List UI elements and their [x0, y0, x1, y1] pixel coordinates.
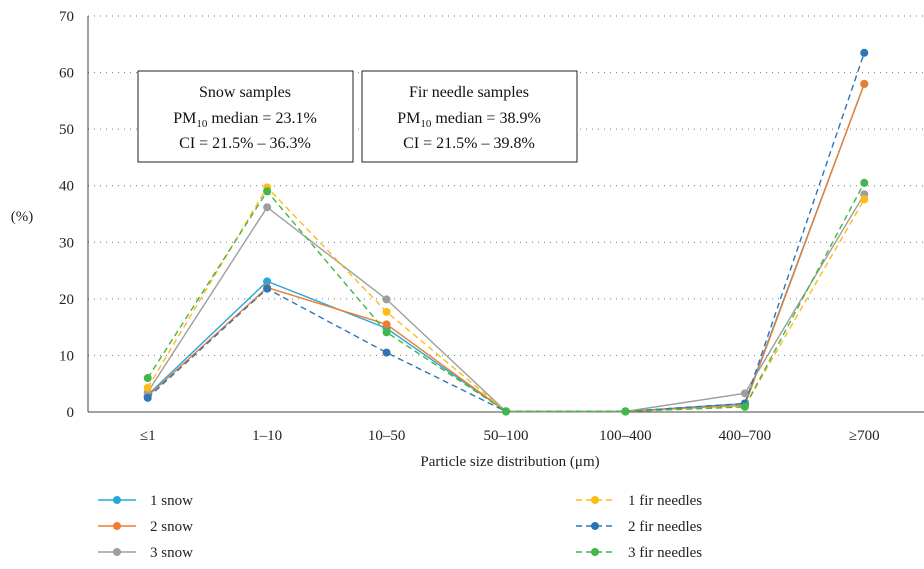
x-tick-label-1: 1–10: [252, 428, 282, 444]
legend: 1 snow 2 snow 3 snow 1 fir needles 2 fir nee…: [98, 493, 702, 561]
legend-item-2-snow: 2 snow: [98, 519, 193, 535]
legend-label-1-fir-needles: 1 fir needles: [628, 493, 702, 509]
legend-item-1-fir-needles: 1 fir needles: [576, 493, 702, 509]
y-tick-label-0: 0: [67, 405, 75, 421]
point-2-fir-needles-0: [143, 393, 152, 402]
legend-swatch-marker-1-fir-needles: [591, 496, 599, 504]
x-tick-label-3: 50–100: [484, 428, 529, 444]
annotation-fir-title: Fir needle samples: [409, 84, 529, 101]
point-2-fir-needles-2: [382, 348, 391, 357]
legend-label-3-snow: 3 snow: [150, 545, 193, 561]
y-tick-label-60: 60: [59, 66, 74, 82]
y-tick-label-20: 20: [59, 292, 74, 308]
point-1-fir-needles-6: [860, 195, 869, 204]
legend-swatch-marker-2-snow: [113, 522, 121, 530]
annotation-box-fir-frame: [361, 70, 578, 163]
y-tick-label-10: 10: [59, 348, 74, 364]
y-axis-label: (%): [11, 209, 34, 225]
legend-label-3-fir-needles: 3 fir needles: [628, 545, 702, 561]
x-tick-labels: ≤1 1–10 10–50 50–100 100–400 400–700 ≥700: [140, 428, 880, 444]
point-3-fir-needles-0: [143, 374, 152, 383]
point-3-snow-2: [382, 295, 391, 304]
y-tick-labels: 0 10 20 30 40 50 60 70: [59, 9, 74, 421]
legend-swatch-marker-3-snow: [113, 548, 121, 556]
series-lines: [143, 48, 869, 416]
point-1-fir-needles-2: [382, 307, 391, 316]
legend-item-3-snow: 3 snow: [98, 545, 193, 561]
annotation-box-fir: Fir needle samples PM10 median = 38.9% C…: [361, 70, 578, 163]
x-tick-label-5: 400–700: [719, 428, 772, 444]
point-3-snow-1: [263, 203, 272, 212]
series-line-3-fir-needles: [147, 182, 865, 413]
legend-label-1-snow: 1 snow: [150, 493, 193, 509]
annotation-box-snow-frame: [137, 70, 354, 163]
series-3-fir-needles: [143, 178, 869, 416]
point-2-snow-6: [860, 79, 869, 88]
annotation-snow-pm-sub: 10: [196, 118, 208, 130]
x-tick-label-4: 100–400: [599, 428, 652, 444]
y-tick-label-40: 40: [59, 179, 74, 195]
y-tick-label-30: 30: [59, 235, 74, 251]
legend-item-3-fir-needles: 3 fir needles: [576, 545, 702, 561]
annotation-fir-pm-sub: 10: [420, 118, 432, 130]
series-1-fir-needles: [143, 183, 869, 416]
annotation-fir-ci: CI = 21.5% – 39.8%: [403, 135, 535, 152]
x-tick-label-0: ≤1: [140, 428, 156, 444]
series-line-3-snow: [147, 193, 865, 413]
annotation-fir-pm: PM10 median = 38.9%: [397, 110, 541, 130]
annotation-snow-title: Snow samples: [199, 84, 291, 101]
legend-swatch-marker-1-snow: [113, 496, 121, 504]
annotation-snow-pm-prefix: PM: [173, 110, 196, 127]
annotation-fir-pm-suffix: median = 38.9%: [431, 110, 540, 127]
point-3-snow-5: [740, 389, 749, 398]
point-2-snow-2: [382, 320, 391, 329]
annotation-fir-pm-prefix: PM: [397, 110, 420, 127]
point-3-fir-needles-5: [740, 402, 749, 411]
legend-item-2-fir-needles: 2 fir needles: [576, 519, 702, 535]
annotation-snow-ci: CI = 21.5% – 36.3%: [179, 135, 311, 152]
annotation-snow-pm: PM10 median = 23.1%: [173, 110, 317, 130]
legend-swatch-marker-2-fir-needles: [591, 522, 599, 530]
legend-label-2-fir-needles: 2 fir needles: [628, 519, 702, 535]
point-3-fir-needles-1: [263, 187, 272, 196]
point-1-fir-needles-0: [143, 383, 152, 392]
legend-label-2-snow: 2 snow: [150, 519, 193, 535]
x-tick-label-2: 10–50: [368, 428, 406, 444]
legend-swatch-marker-3-fir-needles: [591, 548, 599, 556]
point-1-snow-1: [263, 277, 272, 286]
point-2-fir-needles-6: [860, 48, 869, 57]
legend-item-1-snow: 1 snow: [98, 493, 193, 509]
x-tick-label-6: ≥700: [849, 428, 880, 444]
y-tick-label-50: 50: [59, 122, 74, 138]
point-3-fir-needles-3: [502, 407, 510, 416]
point-3-fir-needles-2: [382, 328, 391, 337]
point-2-fir-needles-1: [263, 284, 272, 293]
x-axis-label: Particle size distribution (μm): [420, 454, 599, 470]
point-3-fir-needles-6: [860, 178, 869, 187]
point-3-fir-needles-4: [621, 407, 630, 416]
y-tick-label-70: 70: [59, 9, 74, 25]
annotation-box-snow: Snow samples PM10 median = 23.1% CI = 21…: [137, 70, 354, 163]
annotation-snow-pm-suffix: median = 23.1%: [207, 110, 316, 127]
